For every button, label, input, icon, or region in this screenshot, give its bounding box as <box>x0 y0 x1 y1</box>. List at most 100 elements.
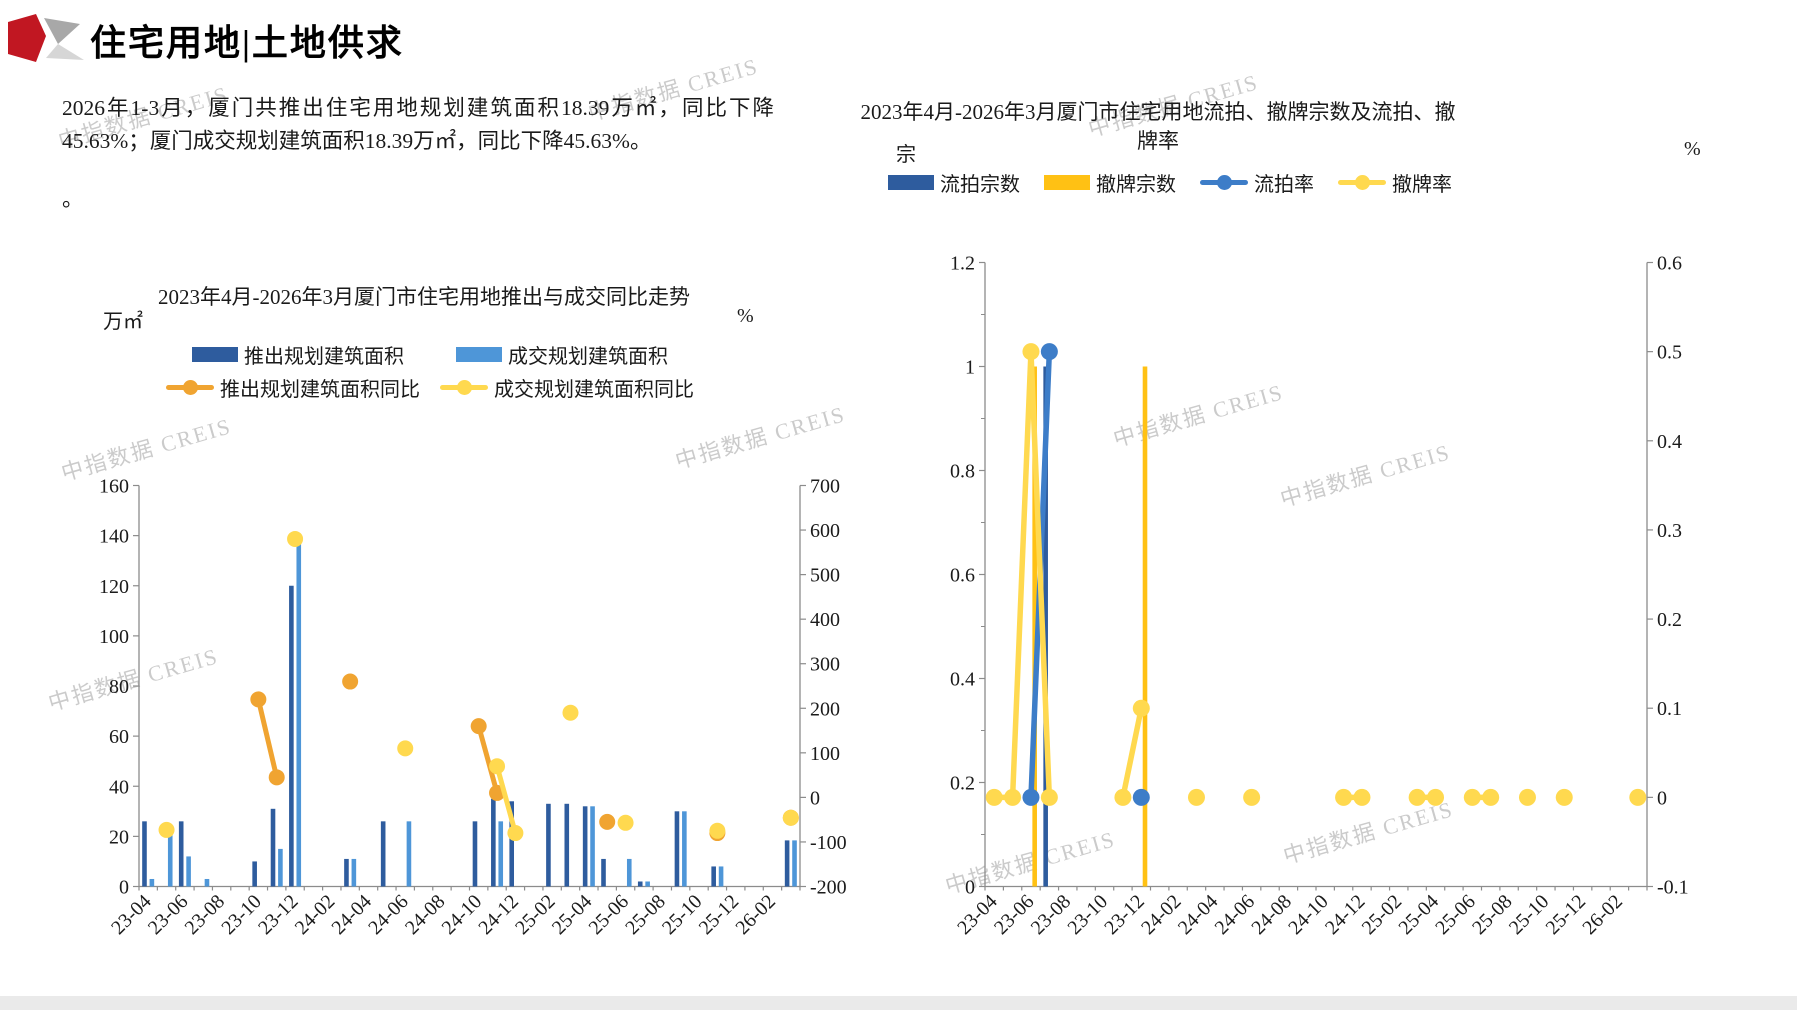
svg-text:24-06: 24-06 <box>364 890 413 939</box>
svg-text:0.2: 0.2 <box>950 773 975 795</box>
legend-label: 撤牌率 <box>1392 174 1452 196</box>
svg-text:25-04: 25-04 <box>1395 890 1444 939</box>
svg-text:25-04: 25-04 <box>548 890 597 939</box>
line-swatch-icon <box>440 380 488 395</box>
svg-text:23-10: 23-10 <box>1064 890 1113 939</box>
svg-text:0: 0 <box>119 877 129 899</box>
left-chart-legend-row1: 推出规划建筑面积 成交规划建筑面积 <box>150 340 710 369</box>
svg-text:24-10: 24-10 <box>1284 890 1333 939</box>
footer-band <box>0 996 1797 1010</box>
legend-item: 流拍率 <box>1200 168 1314 197</box>
svg-text:0.5: 0.5 <box>1657 342 1682 364</box>
svg-text:25-10: 25-10 <box>1505 890 1554 939</box>
right-chart-unit-right: % <box>1684 138 1701 160</box>
svg-text:300: 300 <box>810 654 840 676</box>
svg-text:25-06: 25-06 <box>1431 890 1480 939</box>
line-swatch-icon <box>166 380 214 395</box>
svg-text:20: 20 <box>109 826 129 848</box>
legend-item: 成交规划建筑面积 <box>456 340 668 369</box>
svg-text:-0.1: -0.1 <box>1657 877 1689 899</box>
right-chart-unit-left: 宗 <box>896 144 916 166</box>
svg-text:0.6: 0.6 <box>1657 253 1682 275</box>
legend-label: 撤牌宗数 <box>1096 174 1176 196</box>
svg-text:100: 100 <box>810 743 840 765</box>
bar-swatch-icon <box>192 347 238 362</box>
svg-text:1.2: 1.2 <box>950 253 975 275</box>
svg-text:25-02: 25-02 <box>511 890 560 939</box>
summary-paragraph-2: 。 <box>62 186 84 211</box>
left-chart-title: 2023年4月-2026年3月厦门市住宅用地推出与成交同比走势 <box>158 285 690 309</box>
svg-text:24-10: 24-10 <box>438 890 487 939</box>
svg-text:700: 700 <box>810 476 840 498</box>
svg-text:0.2: 0.2 <box>1657 609 1682 631</box>
svg-text:0: 0 <box>965 877 975 899</box>
bar-swatch-icon <box>1044 175 1090 190</box>
svg-text:0.6: 0.6 <box>950 565 975 587</box>
svg-text:100: 100 <box>99 626 129 648</box>
svg-text:24-12: 24-12 <box>474 890 523 939</box>
page-title: 住宅用地|土地供求 <box>90 23 404 63</box>
svg-text:120: 120 <box>99 576 129 598</box>
svg-text:25-12: 25-12 <box>1542 890 1591 939</box>
svg-text:24-08: 24-08 <box>401 890 450 939</box>
svg-text:140: 140 <box>99 526 129 548</box>
svg-text:25-06: 25-06 <box>585 890 634 939</box>
svg-text:25-10: 25-10 <box>658 890 707 939</box>
legend-label: 成交规划建筑面积同比 <box>494 379 694 401</box>
svg-text:400: 400 <box>810 609 840 631</box>
svg-text:25-12: 25-12 <box>695 890 744 939</box>
right-chart-title: 2023年4月-2026年3月厦门市住宅用地流拍、撤牌宗数及流拍、撤 牌率 <box>812 98 1504 157</box>
summary-paragraph-1: 2026年1-3月，厦门共推出住宅用地规划建筑面积18.39万㎡，同比下降45.… <box>62 96 774 154</box>
svg-text:0.4: 0.4 <box>950 669 975 691</box>
svg-text:23-06: 23-06 <box>990 890 1039 939</box>
legend-label: 成交规划建筑面积 <box>508 346 668 368</box>
svg-text:25-08: 25-08 <box>621 890 670 939</box>
svg-text:24-04: 24-04 <box>327 890 376 939</box>
bar-swatch-icon <box>456 347 502 362</box>
line-swatch-icon <box>1338 175 1386 190</box>
left-chart-legend-row2: 推出规划建筑面积同比 成交规划建筑面积同比 <box>150 373 710 402</box>
svg-text:23-08: 23-08 <box>1027 890 1076 939</box>
legend-item: 推出规划建筑面积 <box>192 340 404 369</box>
svg-text:24-08: 24-08 <box>1247 890 1296 939</box>
supply-demand-chart: 0 20 40 60 80 100 120 140 160 -200 -100 0 100 200 300 4… <box>99 476 847 940</box>
line-swatch-icon <box>1200 175 1248 190</box>
svg-text:23-04: 23-04 <box>953 890 1002 939</box>
svg-text:24-04: 24-04 <box>1174 890 1223 939</box>
svg-text:26-02: 26-02 <box>1578 890 1627 939</box>
svg-text:160: 160 <box>99 476 129 498</box>
svg-text:25-08: 25-08 <box>1468 890 1517 939</box>
left-chart-unit-right: % <box>737 305 754 327</box>
svg-text:24-02: 24-02 <box>291 890 340 939</box>
svg-text:24-06: 24-06 <box>1211 890 1260 939</box>
legend-label: 流拍率 <box>1254 174 1314 196</box>
legend-item: 推出规划建筑面积同比 <box>166 373 420 402</box>
legend-item: 撤牌宗数 <box>1044 168 1176 197</box>
svg-text:0: 0 <box>1657 787 1667 809</box>
svg-text:0.8: 0.8 <box>950 461 975 483</box>
svg-text:25-02: 25-02 <box>1358 890 1407 939</box>
auction-withdraw-chart: 0 0.2 0.4 0.6 0.8 1 1.2 -0.1 0 0.1 0.2 0.3 0.4 0.5 0.6… <box>950 253 1689 940</box>
bar-swatch-icon <box>888 175 934 190</box>
svg-text:23-12: 23-12 <box>254 890 303 939</box>
summary-text: 2026年1-3月，厦门共推出住宅用地规划建筑面积18.39万㎡，同比下降45.… <box>62 92 774 216</box>
legend-label: 推出规划建筑面积 <box>244 346 404 368</box>
svg-text:24-12: 24-12 <box>1321 890 1370 939</box>
svg-text:60: 60 <box>109 726 129 748</box>
svg-text:23-06: 23-06 <box>144 890 193 939</box>
legend-item: 成交规划建筑面积同比 <box>440 373 694 402</box>
svg-text:26-02: 26-02 <box>731 890 780 939</box>
svg-text:0.1: 0.1 <box>1657 698 1682 720</box>
svg-text:-100: -100 <box>810 832 847 854</box>
svg-text:200: 200 <box>810 698 840 720</box>
svg-text:23-10: 23-10 <box>217 890 266 939</box>
svg-text:80: 80 <box>109 676 129 698</box>
right-chart-legend: 流拍宗数 撤牌宗数 流拍率 撤牌率 <box>870 168 1470 197</box>
legend-label: 流拍宗数 <box>940 174 1020 196</box>
svg-text:23-08: 23-08 <box>181 890 230 939</box>
creis-logo-icon <box>8 14 84 62</box>
svg-text:23-04: 23-04 <box>107 890 156 939</box>
svg-text:0.3: 0.3 <box>1657 520 1682 542</box>
svg-text:0: 0 <box>810 787 820 809</box>
